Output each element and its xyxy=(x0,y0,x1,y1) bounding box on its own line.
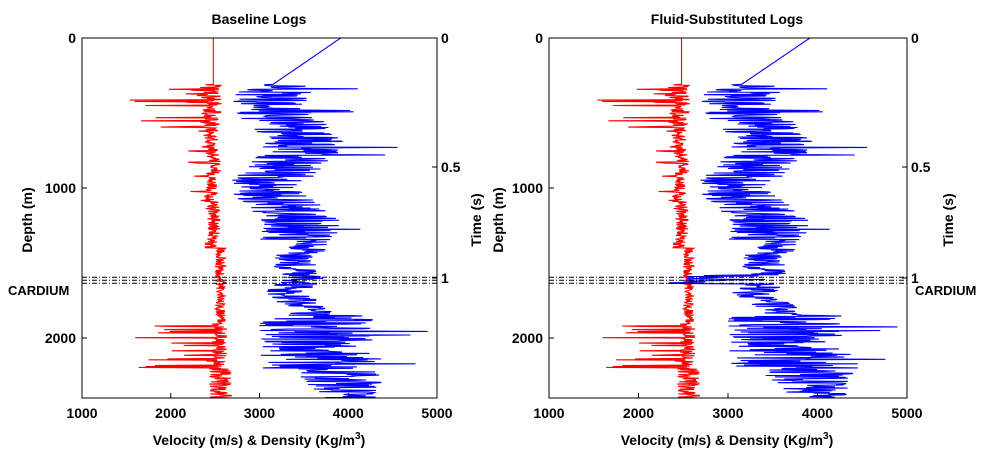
density-log-line xyxy=(129,38,232,398)
x-axis-label: Velocity (m/s) & Density (Kg/m3) xyxy=(153,431,366,448)
velocity-log-line xyxy=(232,38,428,398)
y-tick-label: 1000 xyxy=(512,180,543,196)
cardium-marker-label: CARDIUM xyxy=(8,283,69,298)
cardium-marker-label: CARDIUM xyxy=(915,283,976,298)
y-tick-label: 0 xyxy=(535,30,543,46)
chart-title: Fluid-Substituted Logs xyxy=(651,11,804,27)
x-axis-label: Velocity (m/s) & Density (Kg/m3) xyxy=(621,431,834,448)
y-tick-label: 0 xyxy=(68,30,76,46)
x-tick-label: 4000 xyxy=(802,405,833,421)
x-tick-label: 1000 xyxy=(66,405,97,421)
y-axis-label-right: Time (s) xyxy=(940,193,956,246)
velocity-log-line xyxy=(666,38,898,398)
time-tick-label: 0 xyxy=(441,30,449,46)
x-tick-label: 1000 xyxy=(533,405,564,421)
x-tick-label: 3000 xyxy=(712,405,743,421)
y-tick-label: 1000 xyxy=(45,180,76,196)
x-tick-label: 3000 xyxy=(244,405,275,421)
y-axis-label-right: Time (s) xyxy=(468,193,484,246)
x-tick-label: 5000 xyxy=(421,405,452,421)
y-tick-label: 2000 xyxy=(45,330,76,346)
density-log-line xyxy=(597,38,701,398)
y-tick-label: 2000 xyxy=(512,330,543,346)
baseline-logs-panel: Baseline Logs Depth (m) Time (s) Velocit… xyxy=(8,11,484,448)
time-tick-label: 0.5 xyxy=(441,159,461,175)
fluid-substituted-logs-panel: Fluid-Substituted Logs Depth (m) Time (s… xyxy=(490,11,976,448)
y-axis-label-left: Depth (m) xyxy=(19,187,35,252)
time-tick-label: 0.5 xyxy=(911,159,931,175)
x-tick-label: 5000 xyxy=(891,405,922,421)
x-tick-label: 4000 xyxy=(333,405,364,421)
plot-area xyxy=(129,38,428,398)
chart-title: Baseline Logs xyxy=(212,11,307,27)
time-tick-label: 1 xyxy=(441,270,449,286)
time-tick-label: 1 xyxy=(911,270,919,286)
y-axis-label-left: Depth (m) xyxy=(490,187,506,252)
time-tick-label: 0 xyxy=(911,30,919,46)
x-tick-label: 2000 xyxy=(623,405,654,421)
x-tick-label: 2000 xyxy=(155,405,186,421)
plot-area xyxy=(597,38,898,398)
